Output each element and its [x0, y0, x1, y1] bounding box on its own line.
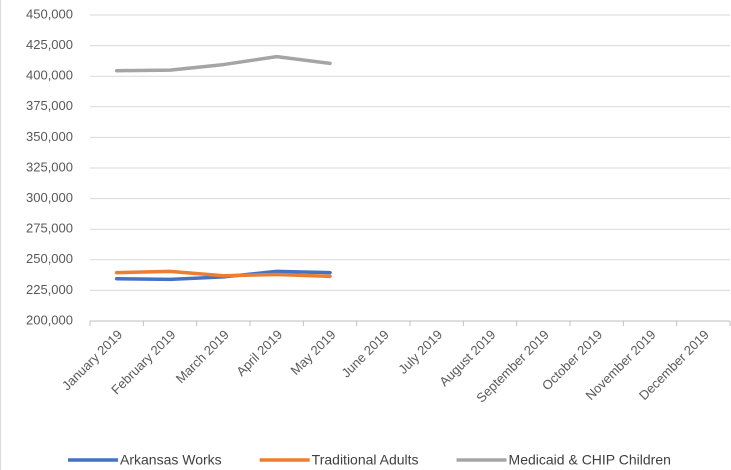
legend-label: Arkansas Works [120, 452, 222, 468]
y-tick-label: 300,000 [26, 190, 73, 205]
y-tick-label: 350,000 [26, 129, 73, 144]
y-tick-label: 325,000 [26, 159, 73, 174]
y-tick-label: 275,000 [26, 221, 73, 236]
y-tick-label: 450,000 [26, 6, 73, 21]
y-tick-label: 200,000 [26, 312, 73, 327]
y-tick-label: 425,000 [26, 37, 73, 52]
y-tick-label: 225,000 [26, 282, 73, 297]
y-tick-label: 250,000 [26, 251, 73, 266]
y-tick-label: 375,000 [26, 98, 73, 113]
series-line [114, 54, 332, 73]
series-line [114, 269, 332, 279]
y-tick-label: 400,000 [26, 68, 73, 83]
legend-label: Traditional Adults [312, 452, 419, 468]
legend-label: Medicaid & CHIP Children [509, 452, 671, 468]
